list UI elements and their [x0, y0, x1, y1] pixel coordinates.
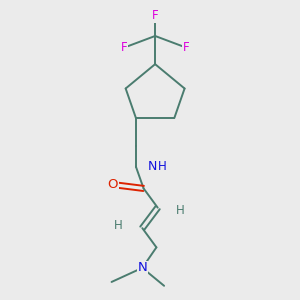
- Text: F: F: [152, 9, 158, 22]
- Text: H: H: [158, 160, 167, 173]
- Text: F: F: [183, 41, 189, 54]
- Text: O: O: [108, 178, 118, 191]
- Text: H: H: [176, 204, 185, 217]
- Text: N: N: [137, 261, 147, 274]
- Text: H: H: [114, 219, 122, 232]
- Text: F: F: [121, 41, 128, 54]
- Text: N: N: [137, 261, 147, 274]
- Text: N: N: [147, 160, 157, 173]
